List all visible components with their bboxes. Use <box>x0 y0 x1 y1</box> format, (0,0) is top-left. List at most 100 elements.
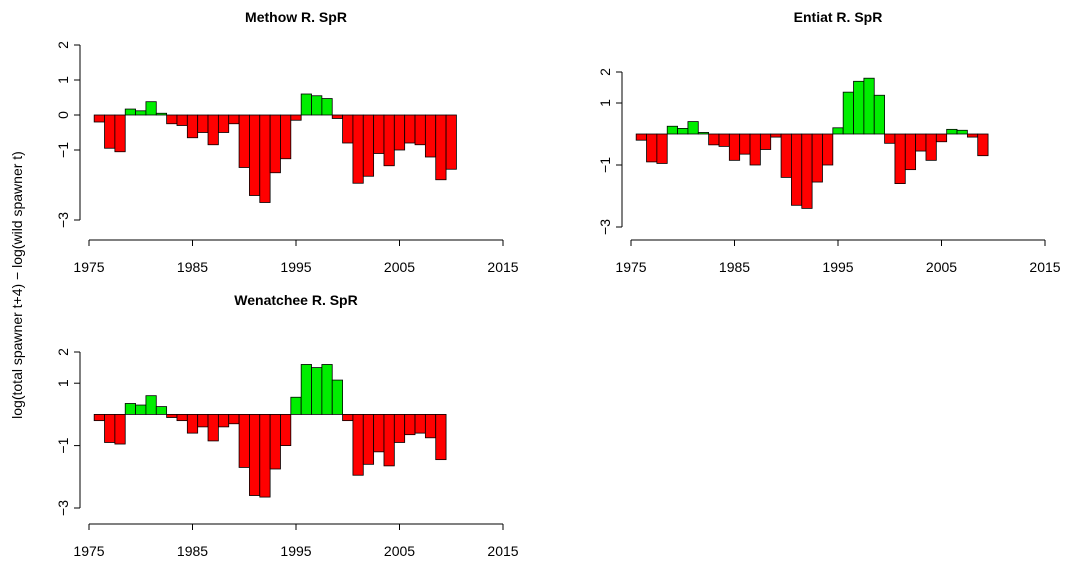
bar <box>300 93 312 116</box>
bar <box>646 133 658 163</box>
bar <box>728 133 741 161</box>
y-tick-label: −3 <box>55 212 71 228</box>
bar <box>414 114 426 146</box>
bar <box>977 133 989 157</box>
bar <box>207 413 219 442</box>
y-axis-label: log(total spawner t+4) − log(wild spawne… <box>9 151 25 419</box>
bar <box>300 364 312 415</box>
bar <box>832 127 844 135</box>
y-tick-label: −1 <box>55 142 71 158</box>
bar <box>894 133 906 184</box>
bar <box>186 413 199 434</box>
y-tick-label: 1 <box>597 99 613 107</box>
bar <box>445 114 457 170</box>
bar <box>935 133 948 143</box>
bar <box>311 95 323 116</box>
bar <box>697 132 710 135</box>
bar <box>687 121 699 135</box>
bar <box>791 133 803 206</box>
bar <box>352 114 364 184</box>
y-tick-label: 1 <box>55 379 71 387</box>
bar <box>331 114 343 119</box>
bar <box>145 101 157 116</box>
bar <box>915 133 927 152</box>
bar <box>217 413 230 428</box>
bar <box>228 114 240 125</box>
x-tick-label: 1975 <box>615 259 646 275</box>
bar <box>342 114 354 144</box>
panel-title: Wenatchee R. SpR <box>234 292 357 308</box>
bar <box>290 114 302 121</box>
bar <box>635 133 647 141</box>
bar <box>811 133 823 183</box>
y-tick-label: 2 <box>597 68 613 76</box>
bar <box>801 133 813 209</box>
x-tick-label: 1985 <box>177 543 208 559</box>
bar <box>249 114 261 196</box>
bar <box>414 413 426 434</box>
bar <box>145 395 157 415</box>
bar <box>956 129 968 135</box>
bar <box>259 413 271 498</box>
bar <box>93 413 105 422</box>
bar <box>925 133 937 161</box>
y-tick-label: −3 <box>55 500 71 516</box>
x-tick-label: 1985 <box>177 259 208 275</box>
bar <box>176 413 188 422</box>
x-tick-label: 1995 <box>822 259 853 275</box>
bar <box>383 413 395 467</box>
bar <box>435 114 447 181</box>
bar <box>708 133 720 146</box>
x-tick-label: 1995 <box>280 543 311 559</box>
bar <box>238 413 250 468</box>
y-tick-label: 0 <box>55 111 71 119</box>
x-tick-label: 2015 <box>487 259 518 275</box>
bar <box>842 91 854 135</box>
bar <box>822 133 834 166</box>
bar <box>780 133 792 178</box>
bar <box>884 133 896 144</box>
y-tick-label: −3 <box>597 219 613 235</box>
bar <box>104 114 116 149</box>
x-tick-label: 1975 <box>73 543 104 559</box>
bar <box>331 379 343 415</box>
bar <box>677 128 689 135</box>
bar <box>749 133 761 166</box>
bar <box>186 114 199 139</box>
bar <box>280 413 292 446</box>
bar <box>853 80 865 135</box>
bar <box>166 114 178 125</box>
bar <box>393 114 406 151</box>
bar <box>404 413 416 436</box>
bar <box>197 114 209 133</box>
x-tick-label: 2015 <box>1029 259 1060 275</box>
bar <box>656 133 668 164</box>
y-tick-label: 2 <box>55 41 71 49</box>
bar <box>217 114 230 133</box>
bar <box>249 413 261 496</box>
bar <box>321 98 333 116</box>
bar <box>863 77 875 135</box>
bar <box>135 404 147 415</box>
x-tick-label: 1975 <box>73 259 104 275</box>
bar <box>269 114 281 174</box>
bar <box>946 128 958 135</box>
bar <box>873 94 885 135</box>
bar <box>311 367 323 415</box>
panel-title: Methow R. SpR <box>245 9 347 25</box>
bar <box>280 114 292 160</box>
bar <box>238 114 250 168</box>
bar <box>718 133 730 147</box>
x-tick-label: 2015 <box>487 543 518 559</box>
bar <box>739 133 751 155</box>
bar <box>352 413 364 476</box>
bar <box>373 114 385 154</box>
bar <box>114 413 126 445</box>
bar <box>424 413 437 439</box>
bar <box>666 125 678 135</box>
bar <box>207 114 219 146</box>
bar <box>966 133 979 138</box>
bar <box>124 108 136 116</box>
y-tick-label: 2 <box>55 348 71 356</box>
